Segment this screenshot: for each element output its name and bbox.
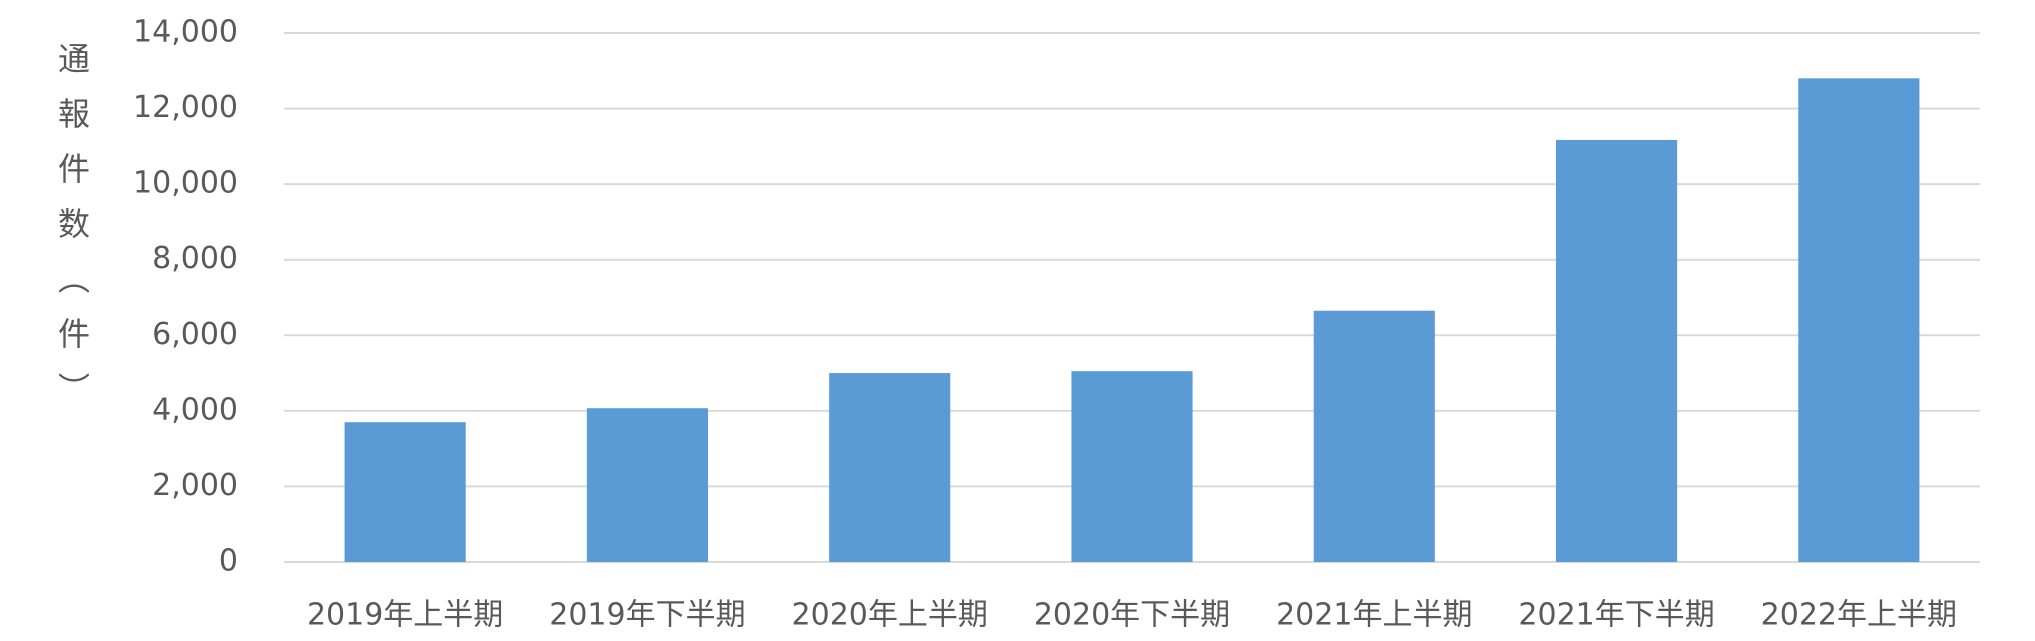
y-tick-label: 8,000 (152, 241, 238, 276)
y-axis-label: 通報件数（件） (53, 42, 91, 427)
bar (586, 408, 708, 562)
y-tick-label: 0 (219, 544, 238, 579)
y-tick-label: 4,000 (152, 392, 238, 427)
x-tick-label: 2019年上半期 (307, 598, 503, 633)
bar (344, 422, 466, 562)
y-tick-label: 12,000 (133, 90, 238, 125)
bar (1798, 78, 1920, 562)
x-tick-label: 2021年上半期 (1276, 598, 1472, 633)
x-tick-label: 2020年上半期 (792, 598, 988, 633)
bar (1313, 310, 1435, 562)
x-tick-label: 2019年下半期 (549, 598, 745, 633)
bar (1556, 139, 1678, 562)
x-tick-label: 2022年上半期 (1761, 598, 1957, 633)
bar (1071, 371, 1193, 562)
y-tick-label: 14,000 (133, 15, 238, 50)
x-tick-label: 2020年下半期 (1034, 598, 1230, 633)
x-tick-label: 2021年下半期 (1518, 598, 1714, 633)
y-tick-label: 2,000 (152, 468, 238, 503)
y-tick-label: 10,000 (133, 166, 238, 201)
y-tick-label: 6,000 (152, 317, 238, 352)
bar (829, 373, 951, 562)
